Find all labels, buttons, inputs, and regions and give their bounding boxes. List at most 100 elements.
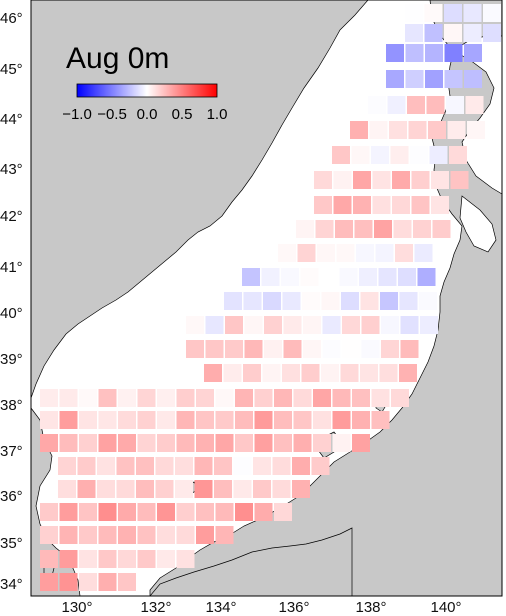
grid-cell [136, 457, 154, 475]
grid-cell [175, 480, 193, 498]
grid-cell [313, 434, 331, 452]
grid-cell [254, 434, 273, 452]
grid-cell [413, 220, 431, 238]
grid-cell [157, 503, 175, 521]
grid-cell [332, 411, 351, 429]
grid-cell [264, 316, 282, 334]
grid-cell [314, 196, 332, 214]
grid-cell [274, 411, 292, 429]
grid-cell [98, 573, 117, 591]
grid-cell [77, 457, 96, 475]
grid-cell [136, 480, 154, 498]
grid-cell [118, 526, 136, 544]
grid-cell [300, 268, 319, 286]
grid-cell [157, 411, 175, 429]
grid-cell [464, 70, 482, 88]
lon-tick-140: 140° [430, 599, 461, 616]
grid-cell [359, 268, 377, 286]
grid-cell [313, 389, 331, 407]
grid-cell [369, 121, 388, 139]
grid-cell [374, 220, 392, 238]
grid-cell [274, 503, 292, 521]
grid-cell [444, 4, 462, 22]
grid-cell [272, 480, 291, 498]
grid-cell [293, 389, 312, 407]
grid-cell [278, 244, 296, 262]
grid-cell [116, 457, 135, 475]
grid-cell [40, 411, 58, 429]
grid-cell [98, 526, 117, 544]
grid-cell [322, 316, 341, 334]
longitude-axis: 130° 132° 134° 136° 138° 140° [61, 599, 461, 616]
lat-tick-34: 34° [0, 576, 23, 593]
latitude-axis: 34° 35° 36° 37° 38° 39° 40° 41° 42° 43° … [0, 10, 23, 593]
grid-cell [360, 292, 379, 310]
lat-tick-36: 36° [0, 488, 23, 505]
lon-tick-134: 134° [205, 599, 236, 616]
grid-cell [59, 550, 78, 568]
grid-cell [372, 171, 391, 189]
grid-cell [40, 389, 58, 407]
grid-cell [420, 316, 438, 334]
hokkaido-bay [459, 195, 497, 253]
grid-cell [282, 292, 301, 310]
grid-cell [311, 457, 330, 475]
grid-cell [320, 268, 338, 286]
grid-cell [315, 220, 334, 238]
lat-tick-46: 46° [0, 10, 23, 27]
grid-cell [297, 244, 316, 262]
grid-cell [431, 196, 449, 214]
lon-tick-132: 132° [140, 599, 171, 616]
grid-cell [399, 364, 417, 382]
grid-cell [424, 4, 443, 22]
grid-cell [137, 389, 156, 407]
grid-cell [400, 340, 419, 358]
grid-cell [361, 316, 380, 334]
grid-cell [386, 44, 404, 62]
grid-cell [395, 244, 413, 262]
grid-cell [137, 434, 156, 452]
grid-cell [428, 121, 446, 139]
grid-cell [215, 434, 234, 452]
grid-cell [368, 96, 386, 114]
grid-cell [155, 457, 174, 475]
grid-cell [176, 411, 195, 429]
grid-cell [176, 434, 195, 452]
grid-cell [79, 526, 97, 544]
grid-cell [419, 292, 437, 310]
grid-cell [118, 503, 136, 521]
grid-cell [429, 146, 448, 164]
grid-cell [214, 457, 232, 475]
grid-cell [137, 503, 156, 521]
grid-cell [468, 146, 487, 164]
grid-cell [98, 503, 117, 521]
grid-cell [225, 316, 243, 334]
grid-cell [118, 573, 136, 591]
grid-cell [293, 434, 312, 452]
grid-cell [224, 292, 242, 310]
lat-tick-39: 39° [0, 351, 23, 368]
grid-cell [339, 268, 358, 286]
grid-cell [98, 434, 117, 452]
grid-cell [283, 340, 302, 358]
grid-cell [40, 550, 58, 568]
grid-cell [242, 268, 260, 286]
grid-cell [233, 457, 252, 475]
grid-cell [281, 268, 299, 286]
grid-cell [254, 503, 273, 521]
grid-cell [235, 389, 253, 407]
lon-tick-130: 130° [61, 599, 92, 616]
grid-cell [79, 573, 97, 591]
grid-cell [215, 411, 234, 429]
grid-cell [98, 411, 117, 429]
grid-cell [356, 244, 374, 262]
grid-cell [405, 44, 424, 62]
lat-tick-44: 44° [0, 111, 23, 128]
grid-cell [194, 480, 213, 498]
grid-cell [333, 171, 352, 189]
grid-cell [321, 292, 340, 310]
grid-cell [59, 389, 78, 407]
grid-cell [342, 340, 360, 358]
grid-cell [389, 121, 407, 139]
